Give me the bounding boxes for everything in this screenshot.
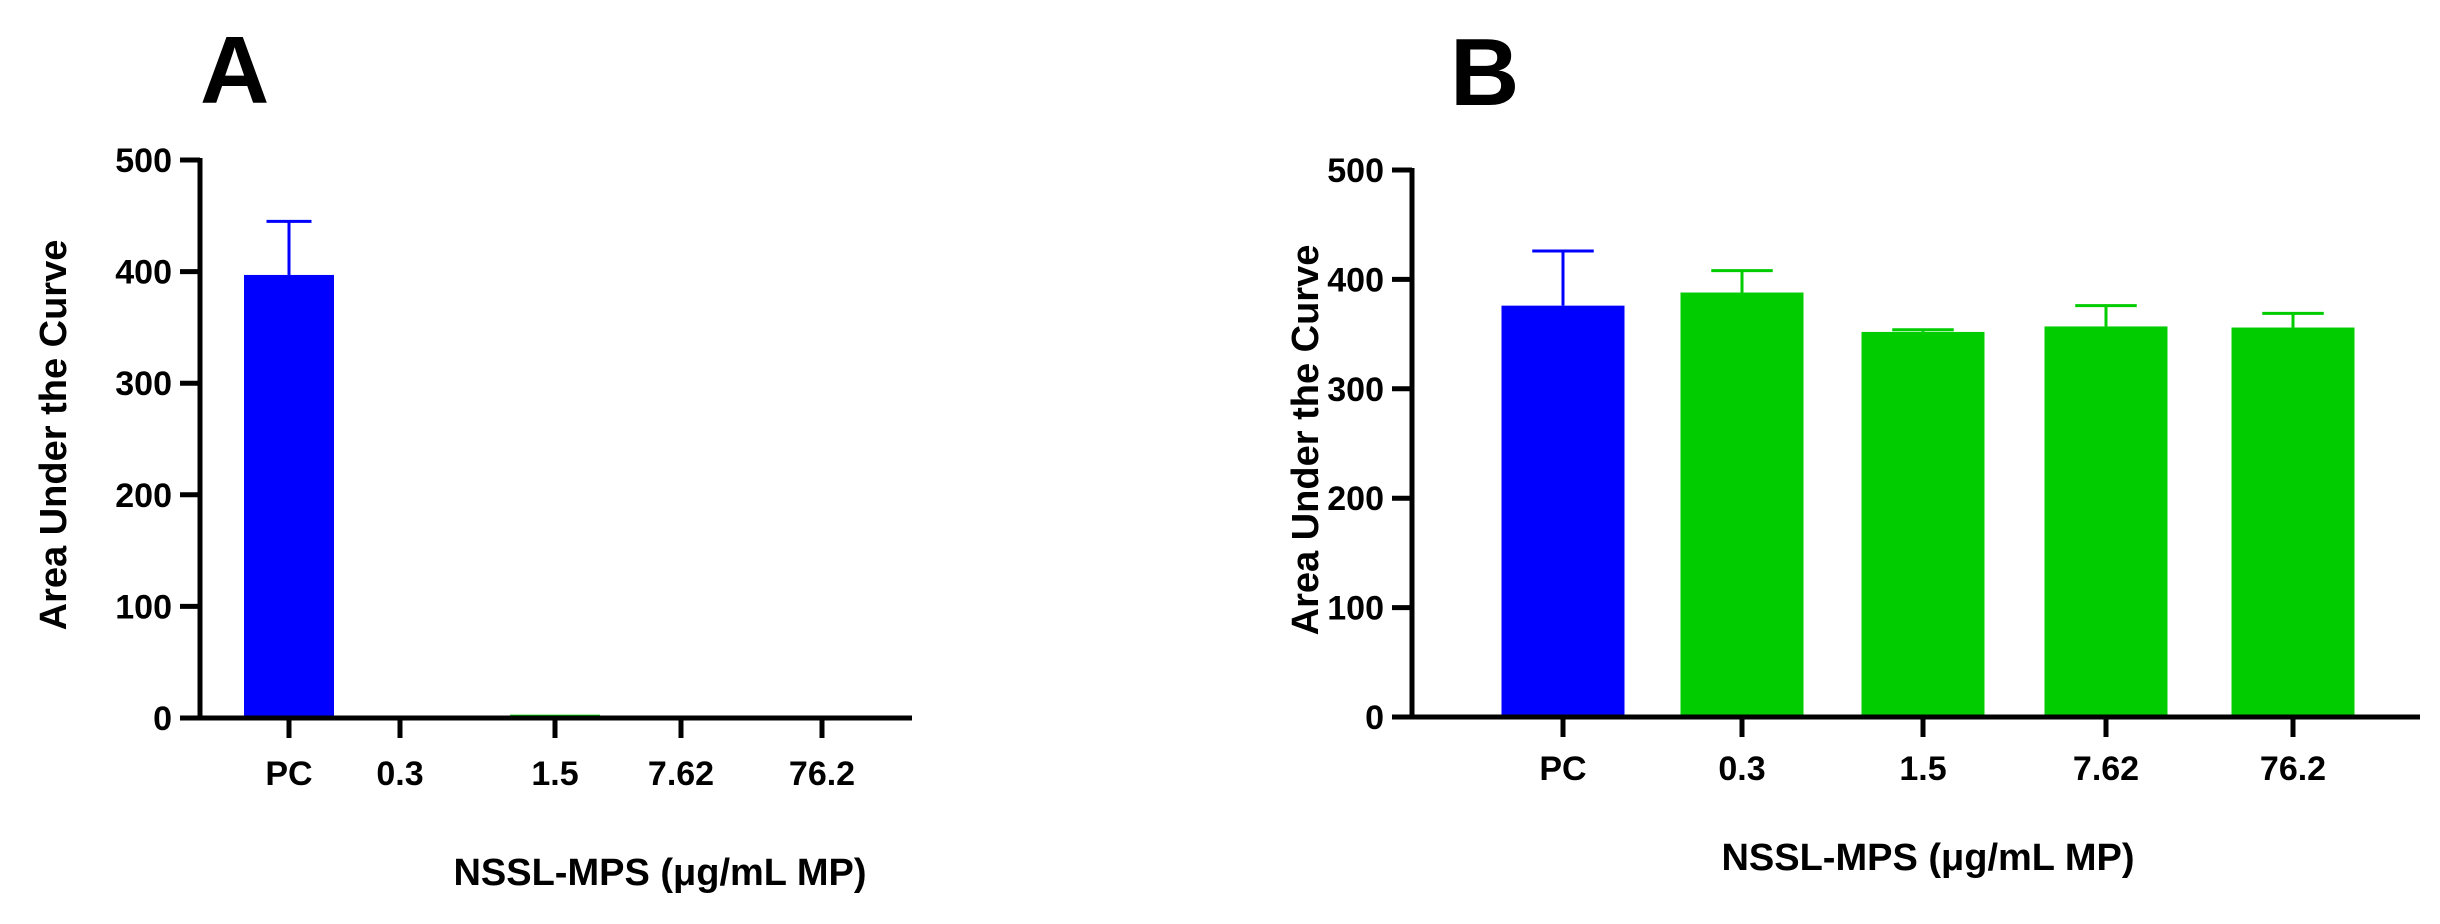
panel-b-x-tick-label: 0.3	[1718, 750, 1765, 788]
panel-a-bar-PC	[244, 274, 334, 718]
panel-a-y-tick-label: 100	[115, 588, 172, 626]
panel-a-y-tick-label: 400	[115, 254, 172, 292]
panel-a-error-bar-PC	[266, 219, 312, 275]
panel-b-letter: B	[1450, 19, 1519, 126]
panel-b-bar-PC	[1501, 305, 1625, 717]
panel-b-x-tick-label: PC	[1539, 750, 1586, 788]
panel-a-x-tick-label: 0.3	[376, 755, 423, 793]
panel-b-error-bar-7.62	[2075, 304, 2137, 327]
panel-b-y-tick-label: 100	[1327, 590, 1384, 628]
panel-a-y-tick-label: 200	[115, 477, 172, 515]
panel-b-plot: 0 100 200 300 400 500 PC 0.3 1.5 7.62 76.2	[1327, 152, 2420, 788]
panel-a-y-axis-title: Area Under the Curve	[33, 240, 75, 631]
panel-b-bar-76.2	[2231, 327, 2355, 717]
panel-a-x-tick-label: PC	[265, 755, 312, 793]
panel-b-bar-1.5	[1861, 331, 1985, 717]
panel-b-y-tick-label: 300	[1327, 371, 1384, 409]
panel-a-x-tick-label: 1.5	[531, 755, 578, 793]
panel-a-y-tick-label: 0	[153, 700, 172, 738]
panel-a-plot: 0 100 200 300 400 500 PC 0.3 1.5 7.62 76.2	[115, 142, 912, 793]
panel-a-x-tick-label: 76.2	[789, 755, 855, 793]
panel-b-y-axis-title: Area Under the Curve	[1285, 245, 1327, 636]
panel-b-error-bar-0.3	[1711, 269, 1773, 293]
panel-b-error-bar-1.5	[1892, 328, 1954, 332]
panel-a-y-tick-label: 500	[115, 142, 172, 180]
panel-a-letter: A	[200, 17, 269, 124]
panel-b-y-tick-label: 200	[1327, 480, 1384, 518]
panel-b: B Area Under the Curve NSSL-MPS (μg/mL M…	[1285, 19, 2420, 879]
panel-b-bar-7.62	[2044, 326, 2168, 717]
panel-b-error-bar-PC	[1532, 249, 1594, 306]
panel-a-x-tick-label: 7.62	[648, 755, 714, 793]
panel-b-y-tick-label: 0	[1365, 699, 1384, 737]
panel-b-y-tick-label: 500	[1327, 152, 1384, 190]
panel-b-y-tick-label: 400	[1327, 261, 1384, 299]
panel-b-error-bar-76.2	[2262, 311, 2324, 328]
panel-b-x-axis-title: NSSL-MPS (μg/mL MP)	[1721, 837, 2134, 879]
panel-b-x-tick-label: 76.2	[2260, 750, 2326, 788]
panel-a: A Area Under the Curve NSSL-MPS (μg/mL M…	[33, 17, 912, 894]
panel-a-x-axis-title: NSSL-MPS (μg/mL MP)	[453, 852, 866, 894]
panel-b-bar-0.3	[1680, 292, 1804, 717]
panel-a-y-tick-label: 300	[115, 365, 172, 403]
panel-b-x-tick-label: 7.62	[2073, 750, 2139, 788]
panel-b-x-tick-label: 1.5	[1899, 750, 1946, 788]
